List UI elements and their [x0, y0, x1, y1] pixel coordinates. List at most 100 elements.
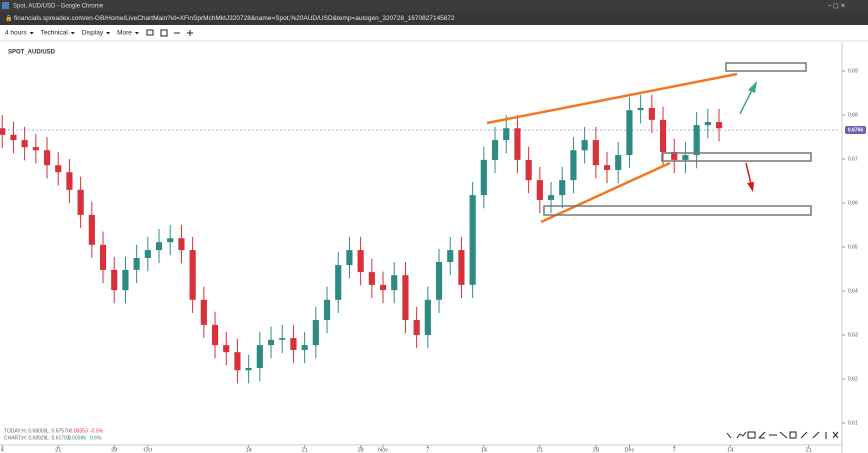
x-tick-label: Nov	[378, 447, 388, 453]
candle-body	[167, 238, 174, 243]
rect-tool[interactable]	[789, 431, 797, 439]
candle-body	[88, 214, 95, 245]
down-arrow-head	[747, 182, 754, 192]
stat-cell: -0.00353	[68, 428, 88, 434]
fib-tool[interactable]	[747, 431, 756, 439]
y-tick-label: 0.69	[848, 68, 858, 74]
chart-title: SPOT_AUD/USD	[8, 50, 56, 56]
drawing-tools	[726, 431, 839, 439]
dropdown-caret[interactable]	[70, 32, 75, 35]
open-icon[interactable]	[146, 29, 154, 36]
toolbar-menu[interactable]: Display	[82, 30, 104, 37]
candle-body	[357, 250, 364, 273]
candle-body	[200, 299, 207, 325]
x-tick-label: 7	[426, 447, 429, 453]
candle-body	[491, 140, 499, 160]
toolbar	[0, 25, 868, 41]
candle-body	[267, 339, 275, 346]
candle-body	[32, 147, 39, 151]
candle-body	[458, 250, 465, 285]
candle-body	[637, 107, 644, 111]
up-arrow-head	[748, 81, 757, 93]
stat-cell: H: 0.68929	[22, 435, 47, 441]
candle-body	[234, 352, 241, 371]
candle-body	[671, 151, 678, 160]
candle-body	[312, 320, 319, 346]
angle-tool[interactable]	[758, 431, 766, 439]
last-price-label: 0.6766	[848, 127, 864, 133]
y-tick-label: 0.65	[848, 244, 858, 250]
x-tick-label: 21	[302, 447, 308, 453]
candle-body	[155, 242, 163, 251]
down-arrow	[745, 162, 752, 185]
candle-body	[682, 155, 689, 160]
x-tick-label: 28	[358, 447, 364, 453]
candle-body	[144, 250, 151, 259]
candle-body	[55, 165, 62, 173]
pointer-tool[interactable]	[726, 432, 732, 439]
x-tick-label: Oct	[144, 447, 153, 453]
candle-body	[525, 159, 532, 181]
candle-body	[245, 368, 252, 371]
y-tick-label: 0.62	[848, 376, 858, 382]
y-tick-label: 0.67	[848, 156, 858, 162]
stat-cell: -0.5%	[90, 428, 104, 434]
candle-body	[435, 261, 443, 300]
window-title: Spot, AUD/USD - Google Chrome	[13, 4, 104, 10]
candle-body	[391, 275, 398, 291]
candle-body	[402, 275, 409, 321]
url[interactable]: financials.spreadex.com/en-GB/Home/LiveC…	[14, 15, 455, 22]
zone-box	[543, 205, 812, 216]
x-tick-label: 21	[537, 447, 543, 453]
candle-body	[413, 320, 420, 336]
y-tick-label: 0.66	[848, 200, 858, 206]
candle-body	[323, 299, 331, 321]
candle-body	[368, 272, 375, 285]
up-arrow	[739, 89, 753, 115]
candle-body	[659, 119, 667, 152]
line-tool[interactable]	[736, 431, 747, 439]
window-titlebar	[0, 0, 868, 12]
toolbar-menu[interactable]: Technical	[41, 30, 69, 37]
x-tick-label: Dec	[625, 447, 635, 453]
candle-body	[536, 180, 543, 200]
x-tick-label: 21	[806, 447, 812, 453]
x-tick-label: 7	[673, 447, 676, 453]
trend-tool[interactable]	[800, 431, 808, 439]
dropdown-caret[interactable]	[106, 32, 111, 35]
x-tick-label: 4	[1, 447, 4, 453]
candle-body	[301, 345, 308, 350]
stat-cell: L: 0.67570	[46, 428, 70, 434]
candle-body	[424, 299, 431, 336]
candle-body	[447, 250, 454, 262]
candle-body	[704, 122, 711, 126]
candle-body	[346, 250, 353, 266]
save-icon[interactable]	[160, 29, 168, 37]
annotations	[486, 62, 812, 224]
last-price-badge	[845, 125, 866, 134]
dropdown-caret[interactable]	[134, 32, 139, 35]
candle-body	[133, 258, 140, 270]
pen-tool[interactable]	[812, 431, 820, 439]
clear-tool[interactable]	[832, 431, 839, 439]
ray-tool[interactable]	[779, 431, 788, 439]
candle-body	[256, 345, 263, 369]
zone-box	[725, 62, 807, 72]
candle-body	[21, 140, 28, 148]
toolbar-menu[interactable]: More	[117, 30, 132, 37]
window-controls[interactable]: – ▢ ✕	[828, 4, 845, 10]
candle-body	[693, 125, 700, 156]
candle-body	[335, 265, 342, 300]
candle-body	[626, 110, 633, 156]
stat-cell: TODAY:	[4, 428, 22, 434]
y-tick-label: 0.68	[848, 112, 858, 118]
candle-body	[0, 128, 6, 135]
candle-body	[603, 165, 611, 171]
candle-body	[570, 150, 577, 181]
candle-body	[10, 134, 17, 141]
x-tick-label: 14	[727, 447, 733, 453]
candle-body	[480, 159, 487, 196]
dropdown-caret[interactable]	[29, 32, 34, 35]
candle-body	[379, 284, 387, 291]
toolbar-menu[interactable]: 4 hours	[5, 30, 27, 37]
